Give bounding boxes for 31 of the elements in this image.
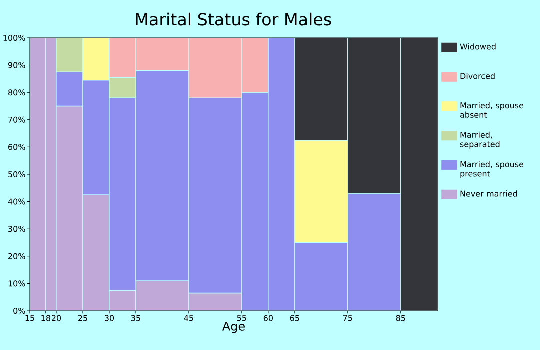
x-tick-label: 35 [131, 315, 140, 322]
legend-label: Married, spouse absent [460, 102, 524, 118]
x-tick-label: 15 [26, 315, 34, 322]
x-tick-label: 65 [290, 315, 300, 322]
x-tick-label: 75 [343, 315, 352, 322]
y-tick-label: 10% [8, 280, 26, 287]
x-tick-label: 25 [78, 315, 88, 322]
y-tick-label: 100% [4, 34, 26, 42]
y-tick-label: 30% [8, 226, 26, 232]
x-tick-label: 45 [184, 315, 194, 322]
y-tick-label: 60% [8, 144, 26, 150]
y-tick-label: 80% [8, 90, 26, 96]
y-tick-label: 50% [8, 171, 26, 178]
legend-label: Widowed [460, 44, 496, 50]
chart-title: Marital Status for Males [136, 12, 332, 26]
y-tick-label: 20% [8, 253, 26, 260]
x-axis-title: Age [222, 322, 245, 334]
x-tick-label: 30 [105, 315, 114, 322]
y-tick-label: 40% [8, 198, 26, 205]
legend-label: Divorced [460, 73, 495, 80]
y-tick-label: 0% [14, 308, 26, 314]
legend-label: Never married [460, 190, 518, 197]
y-tick-label: 90% [8, 62, 26, 68]
legend-label: Married, separated [460, 132, 500, 149]
x-tick-label: 60 [264, 315, 273, 322]
x-tick-label: 85 [396, 315, 406, 322]
y-tick-label: 70% [8, 116, 26, 123]
x-tick-label: 55 [237, 315, 246, 322]
x-tick-label: 18 [42, 315, 50, 322]
x-tick-label: 20 [52, 315, 62, 322]
legend-label: Married, spouse present [460, 161, 524, 178]
